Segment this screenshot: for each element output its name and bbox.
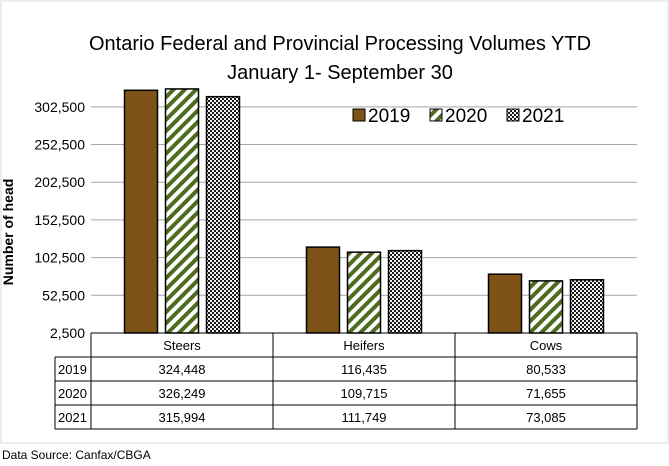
bar-heifers-2019 (305, 246, 341, 334)
bar-steers-2021 (205, 95, 241, 334)
y-axis-label: Number of head (0, 179, 16, 286)
data-label: 80,533 (526, 362, 566, 377)
legend-swatch-2021 (506, 108, 520, 122)
legend: 2019 2020 2021 (352, 106, 564, 127)
x-tick-label: Steers (163, 338, 201, 353)
legend-label-2020: 2020 (445, 106, 487, 127)
table-row-label: 2020 (58, 386, 87, 401)
y-tick-label: 152,500 (34, 212, 85, 228)
y-tick-labels: 2,500 52,500 102,500 152,500 202,500 252,500 3… (34, 99, 85, 341)
data-table: Steers Heifers Cows 2019 324,448 116,435 80,53… (54, 332, 638, 430)
data-label: 326,249 (159, 386, 206, 401)
x-tick-label: Cows (530, 338, 563, 353)
data-label: 324,448 (159, 362, 206, 377)
legend-swatch-2020 (429, 108, 443, 122)
legend-label-2021: 2021 (522, 106, 564, 127)
x-tick-label: Heifers (343, 338, 385, 353)
bar-steers-2020 (164, 88, 200, 334)
legend-label-2019: 2019 (368, 106, 410, 127)
table-row-label: 2021 (58, 410, 87, 425)
table-row-label: 2019 (58, 362, 87, 377)
y-tick-label: 2,500 (50, 325, 85, 341)
bar-heifers-2021 (387, 249, 423, 334)
y-tick-label: 302,500 (34, 99, 85, 115)
bars (123, 88, 605, 334)
y-tick-label: 52,500 (42, 287, 85, 303)
source-note: Data Source: Canfax/CBGA (2, 448, 151, 462)
chart-border (0, 0, 669, 444)
bar-steers-2019 (123, 89, 159, 334)
chart-title: Ontario Federal and Provincial Processin… (89, 33, 591, 55)
data-label: 111,749 (341, 410, 386, 425)
legend-swatch-2019 (352, 108, 366, 122)
data-label: 71,655 (526, 386, 566, 401)
bar-cows-2021 (569, 279, 605, 334)
data-label: 116,435 (341, 362, 387, 377)
bar-cows-2020 (528, 280, 564, 334)
data-label: 73,085 (526, 410, 566, 425)
y-tick-label: 252,500 (34, 137, 85, 153)
chart-subtitle: January 1- September 30 (227, 62, 453, 84)
y-tick-label: 102,500 (34, 250, 85, 266)
bar-cows-2019 (487, 273, 523, 334)
y-tick-label: 202,500 (34, 174, 85, 190)
data-label: 109,715 (341, 386, 388, 401)
data-label: 315,994 (159, 410, 206, 425)
bar-heifers-2020 (346, 251, 382, 334)
